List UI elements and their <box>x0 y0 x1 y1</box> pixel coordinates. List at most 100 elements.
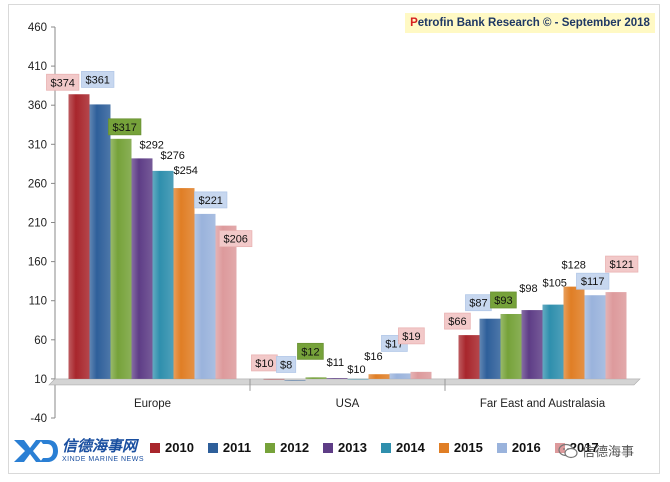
legend-label: 2013 <box>338 440 367 455</box>
bar-2017-1 <box>410 371 432 379</box>
bar-2014-2 <box>542 304 564 379</box>
legend-item-2015: 2015 <box>438 440 483 455</box>
legend-swatch <box>438 442 449 453</box>
value-label: $276 <box>160 150 184 162</box>
bar-2014-1 <box>347 378 369 380</box>
bar-2016-0 <box>194 213 216 379</box>
value-label: $105 <box>542 278 566 290</box>
category-label: Europe <box>134 398 171 410</box>
value-label-box <box>444 312 471 330</box>
bar-2010-0 <box>68 94 90 379</box>
value-label: $292 <box>139 139 163 151</box>
banner-text: etrofin Bank Research © - September 2018 <box>417 17 650 29</box>
value-label: $10 <box>347 364 365 376</box>
value-label: $8 <box>280 359 292 371</box>
y-tick-label: 360 <box>28 100 47 112</box>
value-label-box <box>576 272 610 290</box>
chart-legend: 2010 2011 2012 2013 2014 2015 2016 2017 <box>150 440 599 455</box>
y-tick-label: 160 <box>28 257 47 269</box>
value-label-box <box>194 191 228 209</box>
logo-chinese-text: 信德海事网 <box>62 437 138 455</box>
y-tick-label: -40 <box>30 413 47 425</box>
bar-2010-2 <box>458 335 480 379</box>
bar-2014-0 <box>152 170 174 379</box>
y-tick-label: 110 <box>29 296 47 308</box>
legend-label: 2012 <box>280 440 310 455</box>
value-label-box <box>605 255 639 273</box>
legend-swatch <box>323 442 334 453</box>
legend-swatch <box>207 442 218 453</box>
bar-2015-2 <box>563 286 585 379</box>
value-label: $374 <box>50 77 74 89</box>
legend-item-2013: 2013 <box>323 440 367 455</box>
legend-label: 2010 <box>165 440 194 455</box>
wechat-label: 信德海事 <box>582 445 635 460</box>
value-label-box <box>46 73 80 91</box>
legend-label: 2014 <box>395 440 425 455</box>
value-label: $317 <box>112 122 136 134</box>
legend-swatch <box>380 442 391 453</box>
value-label: $121 <box>609 259 633 271</box>
value-label: $93 <box>494 295 512 307</box>
y-tick-label: 10 <box>34 374 47 386</box>
legend-label: 2015 <box>453 440 483 455</box>
value-label-box <box>81 71 115 88</box>
value-label: $206 <box>223 234 247 246</box>
value-label: $117 <box>581 276 605 288</box>
banner-prefix: P <box>410 17 418 29</box>
value-label-box <box>276 356 297 373</box>
legend-swatch <box>265 442 276 453</box>
value-label: $87 <box>469 298 487 310</box>
value-label: $98 <box>519 283 537 295</box>
bar-2017-2 <box>605 292 627 379</box>
bar-2015-0 <box>173 188 195 379</box>
legend-label: 2011 <box>222 440 252 455</box>
value-label: $11 <box>327 357 345 369</box>
value-label: $361 <box>85 74 109 86</box>
legend-swatch <box>496 442 507 453</box>
value-label-box <box>108 118 142 136</box>
y-tick-label: 210 <box>28 218 47 230</box>
value-label: $19 <box>402 331 420 343</box>
legend-swatch <box>150 442 160 453</box>
value-label-box <box>398 327 425 345</box>
legend-item-2016: 2016 <box>496 440 541 455</box>
bar-2011-1 <box>284 380 306 381</box>
value-label: $66 <box>448 316 466 328</box>
bar-2011-0 <box>89 104 111 379</box>
value-label-box <box>297 342 324 360</box>
y-tick-label: 410 <box>28 61 47 73</box>
bar-2012-0 <box>110 138 132 379</box>
bar-2013-1 <box>326 378 348 379</box>
wechat-icon <box>558 443 578 458</box>
bar-2011-2 <box>479 318 501 379</box>
bar-2017-0 <box>215 225 237 379</box>
bar-2012-1 <box>305 377 327 379</box>
value-label: $128 <box>561 260 585 272</box>
value-label: $221 <box>198 195 222 207</box>
xinde-logo: 信德海事网 XINDE MARINE NEWS <box>12 436 144 466</box>
value-label: $12 <box>301 346 319 358</box>
bar-2013-0 <box>131 158 153 379</box>
legend-item-2011: 2011 <box>207 440 252 455</box>
bar-2013-2 <box>521 310 543 379</box>
value-label: $16 <box>364 351 382 363</box>
value-label: $254 <box>173 165 197 177</box>
legend-item-2012: 2012 <box>265 440 309 455</box>
xd-logo-icon <box>14 440 58 462</box>
legend-label: 2016 <box>511 440 541 455</box>
bar-2016-1 <box>389 373 411 379</box>
y-tick-label: 460 <box>28 22 47 34</box>
legend-item-2014: 2014 <box>380 440 425 455</box>
category-label: Far East and Australasia <box>480 398 606 410</box>
bar-2012-2 <box>500 313 522 379</box>
logo-english-text: XINDE MARINE NEWS <box>62 456 145 463</box>
bar-2015-1 <box>368 374 390 379</box>
value-label-box <box>219 230 253 248</box>
chart-floor <box>48 378 641 386</box>
bar-2010-1 <box>263 378 285 380</box>
y-tick-label: 310 <box>28 139 47 151</box>
value-label-box <box>490 291 517 309</box>
